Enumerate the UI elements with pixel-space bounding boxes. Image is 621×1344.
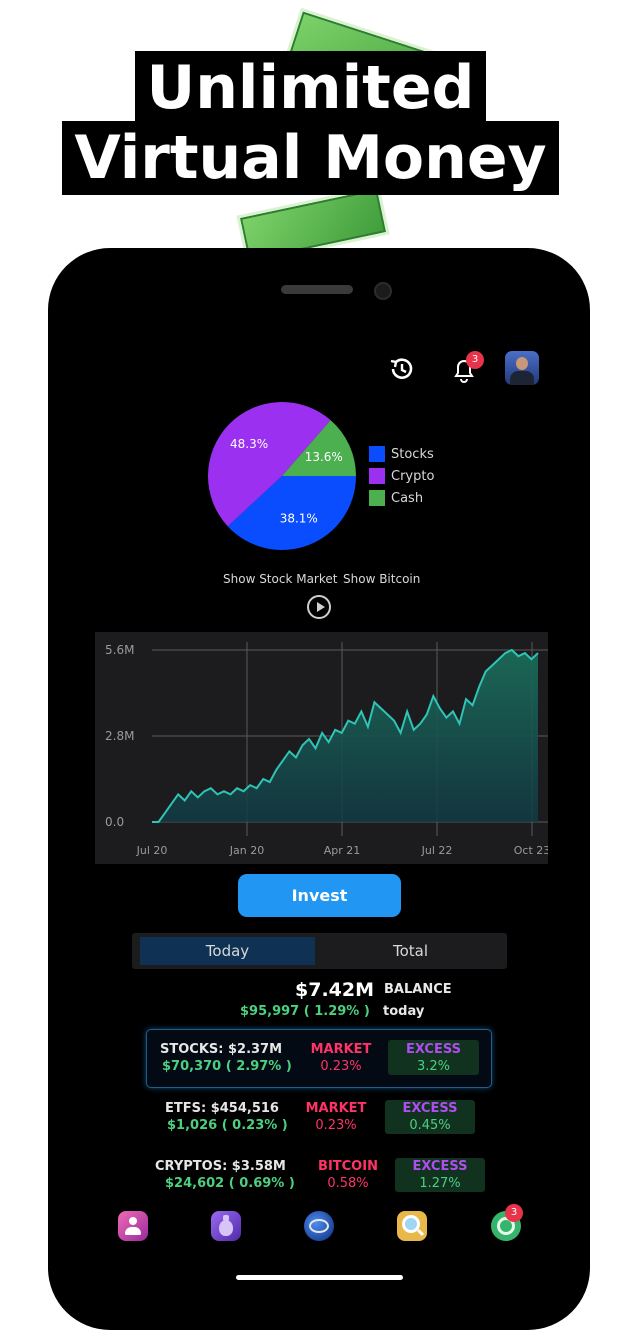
- y-tick-label: 5.6M: [105, 643, 134, 657]
- pie-slice-label: 48.3%: [230, 437, 268, 451]
- pie-slice-label: 38.1%: [280, 512, 318, 526]
- balance-amount: $7.42M: [295, 979, 375, 1001]
- speaker: [281, 285, 353, 294]
- pie-slice: [227, 476, 356, 550]
- benchmark-label: BITCOIN: [318, 1159, 378, 1174]
- legend-item-crypto: Crypto: [369, 465, 434, 487]
- benchmark-pct: 0.23%: [315, 1118, 357, 1133]
- home-indicator[interactable]: [236, 1275, 403, 1280]
- money-bag-icon[interactable]: [211, 1211, 241, 1241]
- x-tick-label: Oct 23: [514, 844, 548, 857]
- excess-box: [395, 1158, 485, 1192]
- y-tick-label: 2.8M: [105, 729, 134, 743]
- search-icon[interactable]: [397, 1211, 427, 1241]
- show-stock-market-link[interactable]: Show Stock Market: [223, 572, 338, 586]
- holding-name-value: CRYPTOS: $3.58M: [155, 1159, 286, 1174]
- play-icon[interactable]: [307, 595, 331, 619]
- pie-slice-label: 13.6%: [305, 450, 343, 464]
- balance-period: today: [383, 1004, 425, 1019]
- portfolio-chart: 5.6M 2.8M 0.0 Jul 20 Jan 20 Apr 21 Jul 22 Oct 2…: [95, 632, 550, 864]
- profile-icon[interactable]: [118, 1211, 148, 1241]
- holding-name-value: ETFS: $454,516: [165, 1101, 279, 1116]
- nav-badge: 3: [505, 1204, 523, 1222]
- x-tick-label: Jul 20: [136, 844, 168, 857]
- show-bitcoin-link[interactable]: Show Bitcoin: [343, 572, 421, 586]
- x-tick-label: Jul 22: [421, 844, 453, 857]
- invest-button[interactable]: Invest: [238, 874, 401, 917]
- balance-change: $95,997 ( 1.29% ): [240, 1004, 370, 1019]
- globe-icon[interactable]: [304, 1211, 334, 1241]
- holding-change: $24,602 ( 0.69% ): [165, 1176, 295, 1191]
- pie-slice: [208, 402, 331, 527]
- pie-legend: Stocks Crypto Cash: [369, 443, 434, 509]
- portfolio-chart-svg: 5.6M 2.8M 0.0 Jul 20 Jan 20 Apr 21 Jul 22 Oct 2…: [105, 642, 550, 857]
- period-toggle: Today Total: [132, 933, 507, 969]
- series-line: [152, 648, 539, 823]
- tab-total[interactable]: Total: [392, 942, 429, 960]
- benchmark-pct: 0.58%: [327, 1176, 369, 1191]
- excess-box: [388, 1040, 479, 1075]
- promo-banner: Unlimited Virtual Money: [0, 0, 621, 265]
- history-icon[interactable]: [385, 353, 417, 385]
- allocation-pie-chart: 38.1% 48.3% 13.6%: [208, 402, 356, 550]
- legend-item-cash: Cash: [369, 487, 434, 509]
- excess-label: EXCESS: [412, 1159, 468, 1174]
- excess-pct: 0.45%: [409, 1118, 451, 1133]
- headline-line-1: Unlimited: [0, 51, 621, 125]
- excess-label: EXCESS: [405, 1042, 461, 1057]
- holding-change: $1,026 ( 0.23% ): [167, 1118, 288, 1133]
- notification-badge: 3: [466, 351, 484, 369]
- area-fill: [152, 650, 538, 822]
- holding-name-value: STOCKS: $2.37M: [160, 1042, 283, 1057]
- x-tick-label: Jan 20: [229, 844, 264, 857]
- excess-pct: 3.2%: [416, 1059, 451, 1074]
- y-tick-label: 0.0: [105, 815, 124, 829]
- excess-box: [385, 1100, 475, 1134]
- pie-slice: [282, 420, 356, 476]
- legend-item-stocks: Stocks: [369, 443, 434, 465]
- excess-label: EXCESS: [402, 1101, 458, 1116]
- holding-change: $70,370 ( 2.97% ): [162, 1059, 292, 1074]
- headline-line-2: Virtual Money: [0, 121, 621, 195]
- benchmark-label: MARKET: [310, 1042, 372, 1057]
- x-tick-label: Apr 21: [324, 844, 361, 857]
- balance-label: BALANCE: [384, 982, 452, 997]
- benchmark-label: MARKET: [305, 1101, 367, 1116]
- camera: [374, 282, 392, 300]
- benchmark-pct: 0.23%: [320, 1059, 362, 1074]
- tab-today[interactable]: Today: [140, 937, 315, 965]
- excess-pct: 1.27%: [419, 1176, 461, 1191]
- avatar[interactable]: [505, 351, 539, 385]
